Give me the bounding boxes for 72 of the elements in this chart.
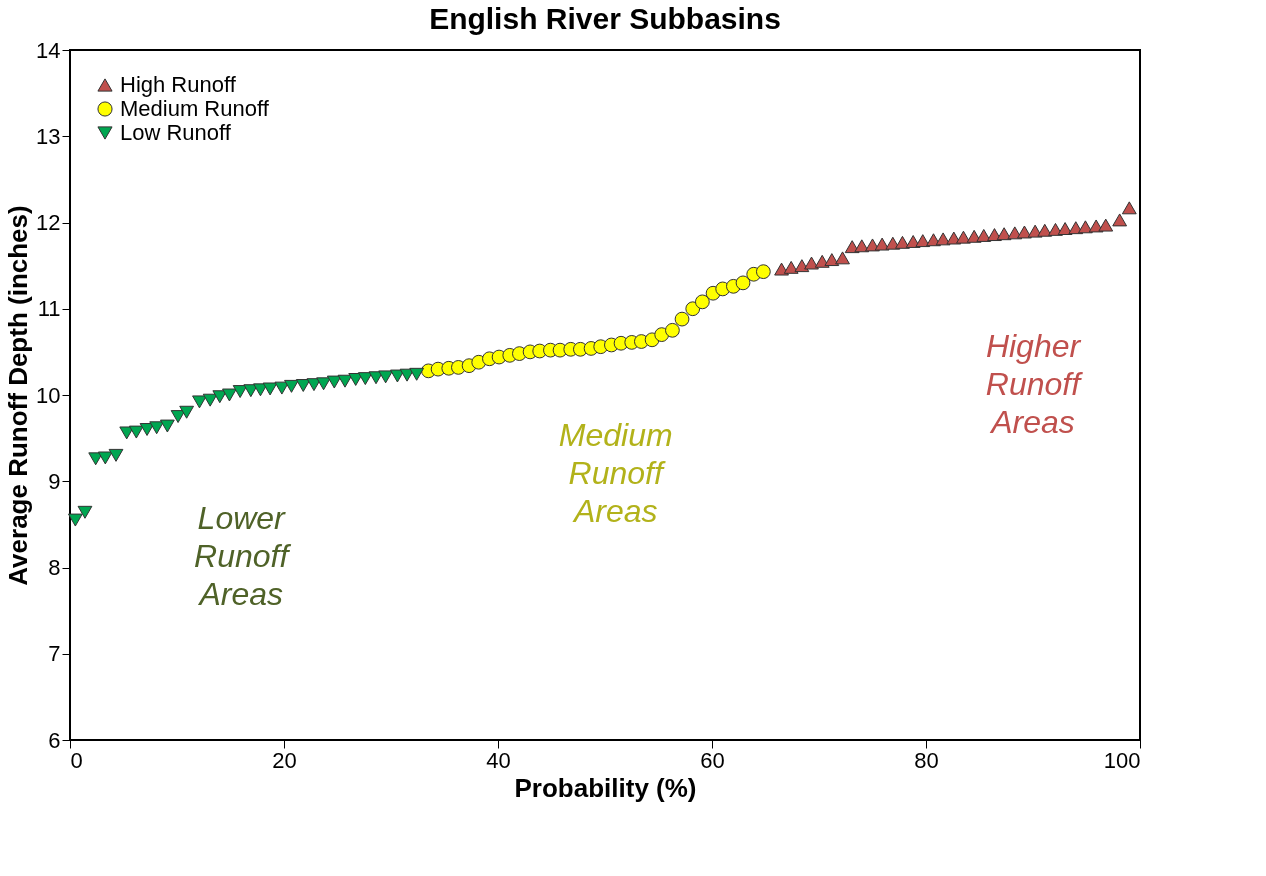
point	[665, 322, 680, 338]
point	[326, 375, 342, 389]
point	[149, 421, 165, 435]
annotation: Lower Runoff Areas	[194, 500, 292, 613]
point	[835, 251, 850, 265]
point	[316, 377, 331, 391]
point	[128, 425, 144, 439]
point	[202, 393, 218, 407]
point	[67, 513, 83, 527]
point	[192, 395, 207, 409]
point	[1098, 218, 1114, 232]
legend-label: Medium Runoff	[120, 96, 270, 121]
point	[170, 410, 186, 424]
y-tick-label: 14	[36, 37, 61, 63]
point	[895, 235, 910, 249]
annotation: Medium Runoff Areas	[558, 417, 673, 530]
x-tick-label: 100	[1103, 747, 1141, 773]
legend-label: High Runoff	[120, 72, 237, 97]
point	[378, 370, 394, 384]
point	[987, 228, 1002, 242]
y-axis-title: Average Runoff Depth (inches)	[3, 205, 34, 586]
point	[139, 423, 155, 436]
x-tick-label: 40	[486, 747, 511, 773]
x-tick-label: 20	[272, 747, 297, 773]
point	[212, 390, 228, 404]
point	[179, 405, 195, 419]
point	[97, 451, 113, 465]
point	[253, 383, 268, 397]
point	[685, 301, 701, 317]
y-tick-label: 8	[48, 555, 61, 580]
y-tick-label: 11	[37, 296, 61, 322]
point	[735, 275, 751, 291]
point	[694, 294, 710, 310]
annotation: Higher Runoff Areas	[985, 327, 1084, 440]
point	[262, 382, 278, 396]
y-tick-label: 9	[48, 468, 61, 494]
chart-title: English River Subbasins	[429, 2, 781, 35]
point	[77, 505, 93, 519]
point	[783, 260, 799, 274]
point	[874, 237, 890, 251]
y-tick-label: 12	[36, 210, 61, 235]
x-tick-label: 0	[70, 747, 83, 773]
y-tick-label: 13	[36, 123, 61, 149]
point	[755, 264, 771, 280]
point	[804, 256, 819, 270]
point	[295, 379, 311, 392]
point	[1112, 213, 1128, 227]
point	[357, 372, 373, 386]
x-tick-label: 60	[700, 747, 725, 773]
point	[1121, 201, 1137, 215]
point	[232, 385, 248, 399]
x-axis-title: Probability (%)	[514, 772, 697, 803]
x-tick-label: 80	[914, 747, 939, 773]
point	[108, 448, 124, 462]
point	[1017, 225, 1032, 239]
y-tick-label: 10	[36, 382, 61, 408]
point	[337, 374, 353, 388]
point	[824, 253, 840, 267]
point	[390, 369, 405, 383]
point	[956, 230, 971, 244]
point	[159, 419, 175, 433]
y-tick-label: 6	[48, 727, 61, 753]
legend-label: Low Runoff	[120, 120, 232, 145]
point	[222, 388, 237, 402]
point	[674, 311, 690, 327]
point	[915, 234, 931, 248]
point	[274, 381, 290, 395]
point	[996, 227, 1012, 241]
point	[409, 367, 425, 381]
point	[1057, 222, 1073, 236]
y-tick-label: 7	[48, 641, 61, 667]
point	[284, 379, 299, 393]
